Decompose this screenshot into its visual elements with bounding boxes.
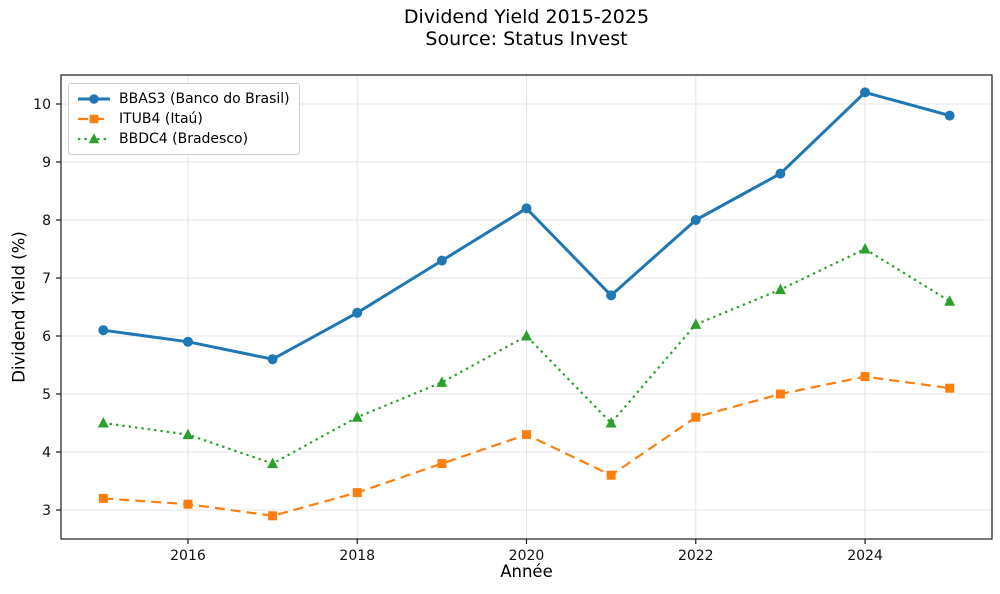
x-tick-label: 2022 — [678, 548, 714, 564]
y-tick-label: 8 — [42, 213, 51, 229]
y-tick-label: 3 — [42, 503, 51, 519]
marker-square — [437, 459, 447, 469]
x-tick-label: 2020 — [509, 548, 545, 564]
y-tick-label: 6 — [42, 329, 51, 345]
marker-square — [183, 499, 193, 509]
legend-swatch-square-icon — [78, 114, 110, 124]
marker-square — [89, 114, 99, 124]
marker-circle — [267, 354, 278, 365]
marker-circle — [352, 307, 363, 318]
marker-circle — [436, 255, 447, 266]
legend-swatch-circle-icon — [78, 94, 110, 104]
marker-square — [945, 383, 955, 393]
x-tick-label: 2024 — [847, 548, 883, 564]
legend-swatch-triangle-icon — [78, 133, 110, 144]
legend-label: BBAS3 (Banco do Brasil) — [119, 91, 290, 107]
chart-subtitle: Source: Status Invest — [425, 28, 628, 50]
y-tick-label: 5 — [42, 387, 51, 403]
marker-circle — [89, 94, 99, 104]
x-axis-label: Année — [500, 562, 553, 581]
marker-circle — [860, 87, 871, 98]
chart-title: Dividend Yield 2015-2025 — [403, 6, 650, 28]
marker-square — [691, 412, 701, 422]
marker-triangle — [97, 417, 109, 428]
marker-triangle — [774, 283, 786, 295]
x-tick-label: 2018 — [339, 548, 375, 564]
marker-circle — [182, 336, 193, 347]
marker-triangle — [351, 411, 363, 422]
chart-title-block: Dividend Yield 2015-2025 Source: Status … — [61, 6, 992, 50]
x-tick-label: 2016 — [170, 548, 206, 564]
marker-square — [606, 470, 616, 480]
marker-square — [98, 493, 108, 503]
marker-triangle — [605, 417, 617, 428]
y-tick-label: 4 — [42, 445, 51, 461]
y-tick-label: 9 — [42, 155, 51, 171]
marker-triangle — [944, 295, 956, 306]
y-axis-label: Dividend Yield (%) — [9, 231, 29, 383]
marker-triangle — [267, 457, 279, 469]
marker-square — [860, 372, 870, 382]
marker-triangle — [436, 376, 448, 387]
marker-square — [352, 488, 362, 498]
marker-circle — [98, 325, 109, 336]
marker-square — [268, 511, 278, 521]
marker-triangle — [859, 243, 871, 254]
marker-triangle — [521, 330, 532, 341]
marker-square — [775, 389, 785, 399]
marker-circle — [690, 215, 701, 225]
legend-label: ITUB4 (Itaú) — [119, 111, 203, 127]
marker-circle — [521, 203, 532, 214]
marker-triangle — [88, 133, 100, 144]
series-line-2 — [103, 247, 951, 465]
marker-triangle — [690, 318, 702, 329]
marker-circle — [606, 290, 617, 301]
legend-item-1: ITUB4 (Itaú) — [77, 109, 290, 129]
legend: BBAS3 (Banco do Brasil) ITUB4 (Itaú) BBDC4… — [68, 83, 300, 155]
legend-item-2: BBDC4 (Bradesco) — [77, 129, 290, 149]
marker-circle — [775, 168, 786, 179]
marker-square — [522, 430, 531, 440]
legend-item-0: BBAS3 (Banco do Brasil) — [77, 89, 290, 109]
marker-triangle — [182, 428, 194, 440]
legend-label: BBDC4 (Bradesco) — [119, 131, 249, 147]
marker-circle — [944, 110, 955, 121]
y-tick-label: 10 — [33, 97, 51, 113]
y-tick-label: 7 — [42, 271, 51, 287]
